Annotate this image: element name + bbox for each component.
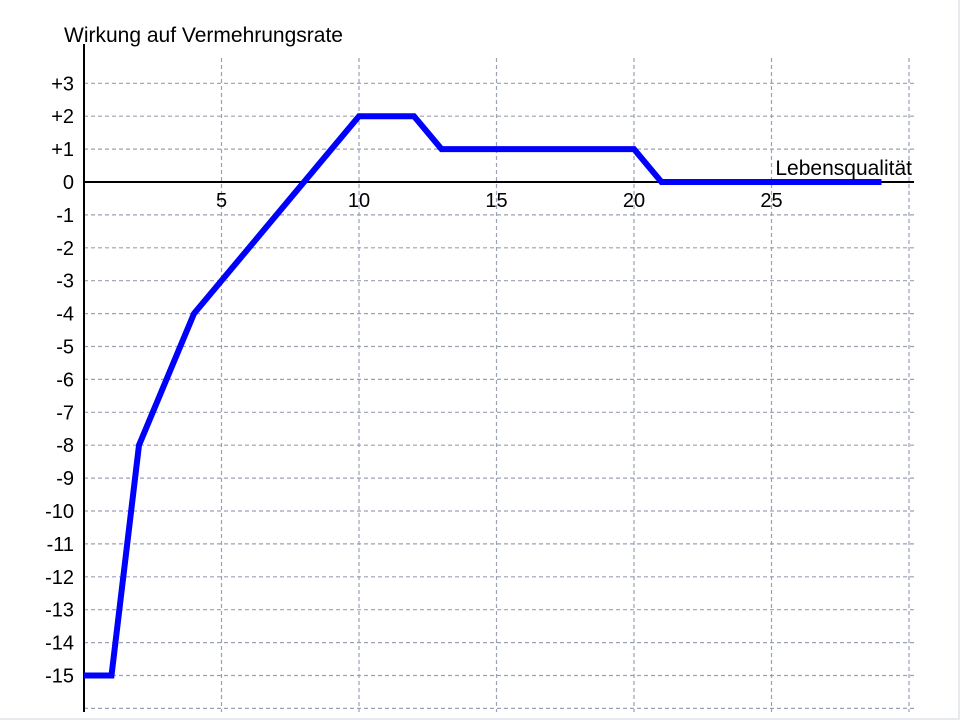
y-tick-label: +1 xyxy=(51,139,74,161)
x-tick-label: 20 xyxy=(623,190,645,212)
grid xyxy=(84,58,914,712)
x-axis-title: Lebensqualität xyxy=(775,157,912,180)
y-tick-label: -5 xyxy=(56,337,74,359)
y-tick-label: +2 xyxy=(51,106,74,128)
y-tick-label: -1 xyxy=(56,205,74,227)
x-tick-label: 10 xyxy=(348,190,370,212)
y-tick-label: -6 xyxy=(56,369,74,391)
y-tick-label: -15 xyxy=(45,666,74,688)
y-tick-label: -7 xyxy=(56,402,74,424)
y-tick-label: -11 xyxy=(47,534,74,556)
y-tick-label: -10 xyxy=(45,501,74,523)
x-tick-label: 15 xyxy=(485,190,507,212)
y-tick-label: -4 xyxy=(56,304,74,326)
y-tick-label: 0 xyxy=(63,172,74,194)
y-tick-label: -13 xyxy=(45,600,74,622)
axes xyxy=(83,44,914,712)
x-tick-label: 5 xyxy=(216,190,227,212)
x-tick-label: 25 xyxy=(760,190,782,212)
y-tick-label: -14 xyxy=(45,633,74,655)
y-tick-label: +3 xyxy=(51,73,74,95)
y-axis-title: Wirkung auf Vermehrungsrate xyxy=(64,24,343,47)
y-tick-label: -8 xyxy=(56,435,74,457)
series xyxy=(84,113,882,679)
y-tick-label: -3 xyxy=(56,271,74,293)
y-tick-label: -2 xyxy=(56,238,74,260)
tick-labels: +3 +2 +1 0 -1 -2 -3 -4 -5 -6 -7 -8 -9 -10 -11 -12 -13 -14… xyxy=(45,73,783,687)
series-line xyxy=(84,113,882,679)
y-tick-label: -9 xyxy=(56,468,74,490)
y-tick-label: -12 xyxy=(45,567,74,589)
